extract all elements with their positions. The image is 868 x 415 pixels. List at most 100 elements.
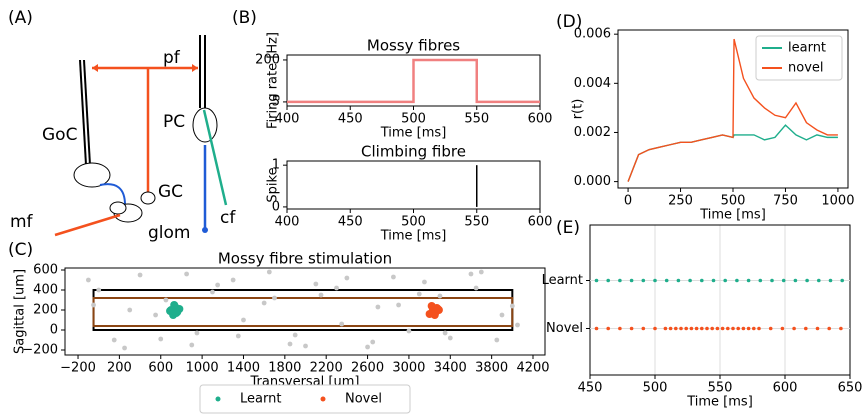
point [235, 333, 241, 339]
point [391, 274, 396, 280]
spike-dot [629, 278, 634, 283]
y-tick-label: −200 [22, 343, 58, 358]
spike-dot [752, 326, 756, 331]
label-cf: cf [220, 208, 236, 228]
point [153, 312, 158, 318]
x-tick-label: 1000 [186, 361, 219, 376]
x-tick-label: 400 [275, 112, 300, 127]
x-tick-label: 600 [773, 381, 798, 396]
spike-dot [694, 326, 699, 331]
spike-dot [746, 278, 751, 283]
region [92, 289, 514, 331]
label-pc: PC [163, 112, 185, 132]
x-axis-label: Time [ms] [699, 208, 766, 223]
x-tick-label: 450 [338, 215, 363, 230]
y-tick-label: 600 [33, 263, 58, 278]
point [194, 330, 200, 336]
spike-dot [815, 326, 820, 331]
spike-dot [641, 278, 646, 283]
plot-frame [286, 54, 541, 107]
spike-dot [793, 278, 798, 283]
x-tick-label: 1800 [268, 361, 301, 376]
point [365, 344, 370, 350]
x-tick-label: 200 [107, 361, 132, 376]
y-tick-label: Novel [546, 321, 583, 336]
spike-dot [736, 326, 740, 331]
spike-dot [606, 278, 610, 283]
point [85, 277, 91, 283]
point [515, 322, 520, 328]
gc-soma [140, 191, 156, 205]
x-tick-label: 1000 [821, 194, 854, 209]
spike-dot [594, 278, 599, 283]
legend-label: learnt [788, 41, 826, 56]
point [433, 305, 442, 313]
panel-label: (A) [8, 8, 33, 28]
spike-dot [770, 278, 774, 283]
goc-axon [79, 59, 87, 166]
spike-dot [758, 278, 763, 283]
x-tick-label: 4200 [516, 361, 549, 376]
point [339, 321, 345, 327]
x-tick-label: 750 [773, 194, 798, 209]
region [92, 297, 514, 327]
y-tick-label: 200 [33, 303, 58, 318]
spike-dot [804, 326, 808, 331]
point [230, 277, 236, 283]
point [442, 330, 448, 336]
spike-dot [731, 326, 735, 331]
spike-dot [768, 326, 773, 331]
point [468, 271, 474, 277]
y-tick-label: 1 [272, 158, 280, 173]
x-tick-label: 500 [401, 215, 426, 230]
spike-dot [653, 326, 657, 331]
arrow [92, 64, 98, 72]
mossy-fibre [54, 213, 121, 237]
point [241, 317, 246, 323]
legend-box [199, 384, 411, 414]
spike-dot [688, 278, 692, 283]
y-axis-label: Spike [266, 167, 281, 202]
x-tick-label: 500 [401, 112, 426, 127]
point [172, 309, 181, 317]
point [127, 307, 133, 313]
y-tick-label: 200 [255, 52, 280, 67]
label-goc: GoC [42, 125, 77, 145]
spike-dot [840, 278, 844, 283]
y-tick-label: 0.004 [574, 76, 611, 91]
label-pf: pf [163, 48, 181, 68]
x-tick-label: 550 [708, 381, 733, 396]
goc-soma [73, 162, 111, 188]
goc-axon [83, 59, 91, 166]
legend-label: Novel [345, 392, 382, 407]
panel-a-diagram: (A) pf GoC PC GC mf glom cf [8, 8, 236, 243]
data-line [287, 58, 540, 104]
spike-dot [723, 278, 727, 283]
x-tick-label: −200 [60, 361, 96, 376]
point [272, 295, 277, 301]
x-tick-label: 550 [464, 215, 489, 230]
point [215, 282, 221, 288]
x-tick-label: 550 [464, 112, 489, 127]
legend-swatch [320, 396, 326, 402]
plot-frame [286, 160, 541, 210]
spike-dot [700, 278, 704, 283]
x-tick-label: 3400 [434, 361, 467, 376]
plot-frame [589, 224, 851, 376]
spike-dot [839, 326, 843, 331]
x-tick-label: 250 [668, 194, 693, 209]
point [261, 300, 267, 306]
spike-dot [817, 278, 821, 283]
spike-dot [715, 326, 720, 331]
point [122, 345, 127, 351]
spike-dot [828, 278, 833, 283]
chart-title: Climbing fibre [361, 143, 466, 161]
x-tick-label: 600 [148, 361, 173, 376]
point [163, 297, 169, 303]
y-tick-label: 5 [272, 94, 280, 109]
point [334, 285, 339, 291]
point [166, 307, 175, 315]
point [478, 269, 484, 275]
spike-dot [741, 326, 746, 331]
spike-dot [679, 326, 683, 331]
